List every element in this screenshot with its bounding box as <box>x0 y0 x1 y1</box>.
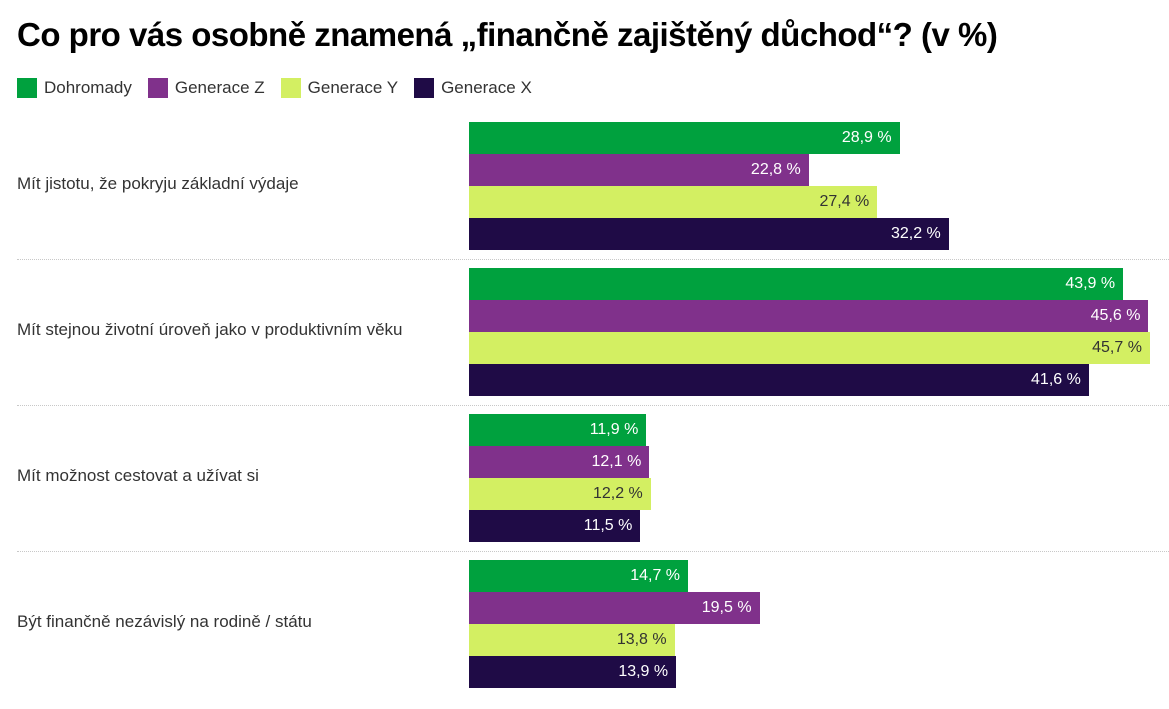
category-label: Být finančně nezávislý na rodině / státu <box>17 612 312 631</box>
chart-title: Co pro vás osobně znamená „finančně zaji… <box>17 16 998 53</box>
legend-label: Generace Y <box>307 78 399 97</box>
bar <box>469 122 900 154</box>
legend-swatch <box>147 78 168 98</box>
bar-value-label: 11,5 % <box>583 517 633 534</box>
bar-value-label: 13,9 % <box>618 663 669 680</box>
group-divider <box>17 259 1169 260</box>
legend: Dohromady Generace Z Generace Y Generace… <box>17 78 548 98</box>
bar-value-label: 45,7 % <box>1092 339 1142 356</box>
category-label: Mít jistotu, že pokryju základní výdaje <box>17 174 299 193</box>
legend-label: Dohromady <box>44 78 132 97</box>
bar <box>469 364 1089 396</box>
bar-value-label: 32,2 % <box>890 225 941 242</box>
bar-value-label: 12,1 % <box>591 453 642 470</box>
bar <box>469 510 641 542</box>
group-divider <box>17 551 1169 552</box>
legend-swatch <box>280 78 301 98</box>
bar <box>469 560 689 592</box>
legend-item-generace-z: Generace Z <box>147 78 265 98</box>
bar-value-label: 14,7 % <box>630 567 681 584</box>
bar <box>469 332 1150 364</box>
category-label: Mít stejnou životní úroveň jako v produk… <box>17 320 403 339</box>
bar <box>469 154 809 186</box>
bar <box>469 300 1149 332</box>
bar-value-label: 27,4 % <box>819 193 870 210</box>
bar <box>469 218 949 250</box>
bar-value-label: 11,9 % <box>589 421 639 438</box>
legend-item-dohromady: Dohromady <box>17 78 132 98</box>
legend-item-generace-x: Generace X <box>414 78 532 98</box>
legend-swatch <box>414 78 435 98</box>
bar-value-label: 28,9 % <box>841 129 892 146</box>
group-divider <box>17 405 1169 406</box>
bar-value-label: 45,6 % <box>1090 307 1141 324</box>
bar <box>469 478 651 510</box>
legend-swatch <box>17 78 37 98</box>
legend-item-generace-y: Generace Y <box>280 78 399 98</box>
bar <box>469 414 647 446</box>
bar <box>469 446 650 478</box>
bar <box>469 268 1124 300</box>
bar-value-label: 12,2 % <box>592 485 643 502</box>
bar-value-label: 43,9 % <box>1065 275 1116 292</box>
legend-label: Generace X <box>441 78 532 97</box>
bar-value-label: 19,5 % <box>701 599 752 616</box>
legend-label: Generace Z <box>174 78 265 97</box>
bar-value-label: 41,6 % <box>1031 371 1081 388</box>
bar <box>469 656 677 688</box>
bar-value-label: 13,8 % <box>616 631 667 648</box>
bar <box>469 592 760 624</box>
bar-value-label: 22,8 % <box>750 161 801 178</box>
bar <box>469 624 675 656</box>
category-label: Mít možnost cestovat a užívat si <box>17 466 259 485</box>
bar <box>469 186 878 218</box>
